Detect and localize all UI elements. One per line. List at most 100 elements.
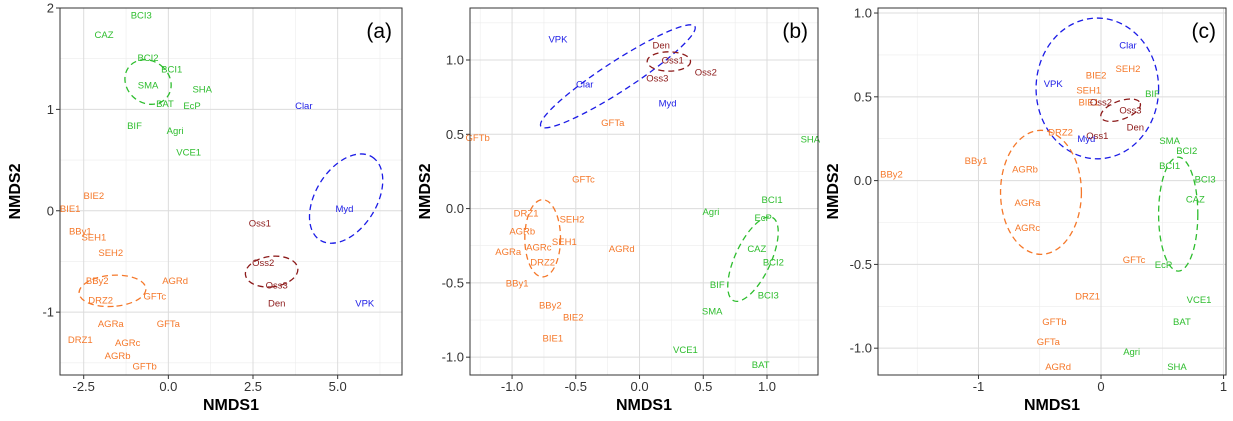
x-tick-label: 0 (1097, 379, 1104, 394)
point-label: BIF (1145, 89, 1160, 100)
point-label: DRZ2 (530, 258, 555, 269)
point-label: VCE1 (673, 345, 698, 356)
point-label: EcP (183, 101, 200, 112)
x-tick-label: -1.0 (501, 379, 523, 394)
y-tick-label: 0.5 (446, 127, 464, 142)
group-ellipse (646, 51, 692, 72)
point-label: SEH2 (1116, 64, 1141, 75)
group-ellipse (524, 199, 562, 278)
point-label: CAZ (1186, 195, 1205, 206)
x-axis-title: NMDS1 (616, 397, 672, 414)
point-label: BIE1 (1078, 97, 1099, 108)
point-label: Oss2 (252, 258, 274, 269)
point-label: Den (1127, 122, 1144, 133)
point-label: DRZ2 (1048, 128, 1073, 139)
point-label: BIE2 (563, 313, 584, 324)
point-label: Oss3 (266, 280, 288, 291)
group-ellipse (539, 24, 696, 129)
point-label: Oss3 (1119, 106, 1141, 117)
group-ellipse (78, 274, 147, 308)
group-ellipse (727, 216, 779, 303)
x-tick-label: 0.5 (694, 379, 712, 394)
point-label: VPK (1044, 79, 1064, 90)
group-ellipse (124, 59, 172, 105)
point-label: Oss1 (249, 218, 271, 229)
point-label: AGRb (1012, 164, 1038, 175)
x-tick-label: -0.5 (565, 379, 587, 394)
y-tick-label: 1 (47, 102, 54, 117)
point-label: Agri (702, 207, 719, 218)
point-label: BBy1 (965, 156, 988, 167)
group-ellipse (308, 153, 384, 244)
point-label: BBy1 (506, 278, 529, 289)
panel-border (877, 7, 1227, 376)
y-tick-label: -1 (42, 305, 54, 320)
point-label: BCI2 (763, 258, 784, 269)
y-tick-label: 0.5 (854, 89, 872, 104)
y-tick-label: -0.5 (442, 275, 464, 290)
point-label: BBy1 (69, 227, 92, 238)
point-label: BBy2 (880, 169, 903, 180)
panel-tag: (b) (782, 20, 808, 43)
point-label: SHA (801, 134, 821, 145)
point-label: SEH1 (552, 237, 577, 248)
group-ellipse (1035, 17, 1160, 160)
point-label: EcP (1155, 260, 1172, 271)
point-label: BIE2 (1086, 71, 1107, 82)
point-label: SHA (192, 85, 212, 96)
point-label: AGRc (115, 338, 141, 349)
panel-border (469, 7, 819, 376)
point-label: EcP (754, 213, 771, 224)
point-label: AGRc (526, 243, 552, 254)
plot-panel (470, 8, 818, 375)
point-label: BAT (156, 99, 174, 110)
point-label: GFTb (1042, 317, 1066, 328)
point-label: VPK (548, 35, 568, 46)
x-tick-label: 1.0 (758, 379, 776, 394)
point-label: AGRc (1015, 223, 1041, 234)
panel-b: -1.0 -0.5 0.0 0.5 1.0 -1.0 -0.5 0.0 0.5 1.0 VPK Cla… (417, 7, 821, 414)
point-label: BBy2 (539, 301, 562, 312)
point-label: CAZ (747, 244, 766, 255)
point-label: GFTc (1123, 255, 1146, 266)
point-label: SEH2 (98, 248, 123, 259)
point-label: BIE1 (60, 204, 81, 215)
point-label: GFTb (133, 361, 157, 372)
y-axis-title: NMDS2 (825, 163, 842, 219)
point-label: GFTa (601, 118, 625, 129)
x-tick-label: 5.0 (329, 379, 347, 394)
point-label: BCI2 (137, 53, 158, 64)
y-tick-label: 0.0 (854, 173, 872, 188)
point-label: BIF (710, 280, 725, 291)
point-label: Myd (335, 204, 353, 215)
point-label: BCI3 (131, 11, 152, 22)
point-label: GFTc (143, 291, 166, 302)
point-label: Den (268, 299, 285, 310)
point-label: VCE1 (176, 147, 201, 158)
point-label: Oss1 (662, 56, 684, 67)
point-label: CAZ (95, 30, 114, 41)
point-label: AGRa (1015, 198, 1042, 209)
point-label: Oss3 (646, 73, 668, 84)
x-tick-label: 0.0 (159, 379, 177, 394)
y-tick-label: 0 (47, 203, 54, 218)
point-label: AGRb (509, 226, 535, 237)
point-label: SEH1 (81, 233, 106, 244)
point-label: Clar (1119, 40, 1136, 51)
point-label: GFTb (466, 133, 490, 144)
x-tick-label: 1 (1220, 379, 1227, 394)
plot-panel (60, 8, 402, 375)
point-label: BCI3 (1195, 174, 1216, 185)
point-label: Myd (1077, 134, 1095, 145)
point-label: BCI1 (762, 195, 783, 206)
plot-panel (878, 8, 1226, 375)
point-label: Den (652, 41, 669, 52)
x-tick-label: -1 (973, 379, 985, 394)
point-label: Clar (576, 79, 593, 90)
point-label: DRZ1 (514, 209, 539, 220)
point-label: AGRa (495, 247, 522, 258)
point-label: AGRb (105, 351, 131, 362)
